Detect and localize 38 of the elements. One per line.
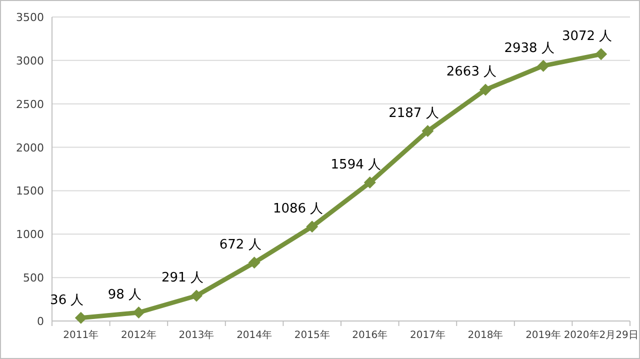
data-label: 1594 人 [330,158,382,173]
data-label: 2663 人 [446,64,497,80]
y-tick-label: 500 [23,272,44,285]
y-tick-label: 3500 [16,11,44,24]
data-label: 98 人 [108,287,142,302]
y-tick-label: 0 [37,315,44,328]
x-tick-label: 2017年 [410,329,446,341]
point [364,176,376,189]
point [480,84,492,96]
x-tick-label: 2011年 [63,329,99,341]
x-tick-label: 2013年 [178,329,214,341]
x-tick-label: 2019年 [526,329,562,341]
point [190,290,202,302]
data-label: 672 人 [219,238,262,253]
y-tick-label: 3000 [16,54,44,68]
y-tick-label: 2000 [16,141,44,154]
x-tick-label: 2012年 [120,329,156,341]
data-label: 291 人 [162,270,204,286]
data-label: 36 人 [50,292,84,308]
data-label: 3072 人 [562,29,612,44]
data-label: 1086 人 [272,202,324,217]
x-tick-label: 2016年 [352,329,388,341]
x-tick-label: 2014年 [236,329,272,341]
point [537,60,550,72]
point [422,125,434,138]
point [248,256,260,269]
point [74,312,87,324]
point [595,48,608,60]
y-tick-label: 1000 [16,228,44,242]
y-tick-label: 1500 [16,184,44,198]
x-tick-label: 2015年 [294,329,330,341]
y-tick-label: 2500 [16,98,44,111]
data-label: 2187 人 [388,106,439,122]
point [306,220,318,233]
x-tick-label: 2020年2月29日 [564,329,638,341]
point [132,306,145,318]
data-label: 2938 人 [504,40,554,56]
x-tick-label: 2018年 [468,329,504,341]
